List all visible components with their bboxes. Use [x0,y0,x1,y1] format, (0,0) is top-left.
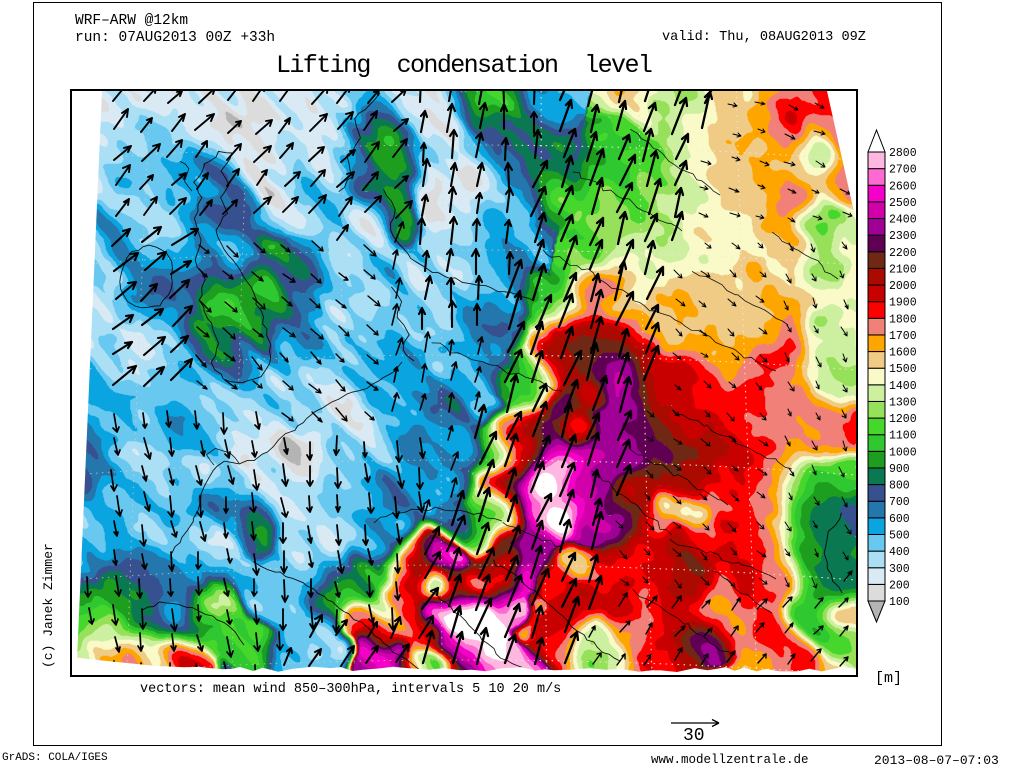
svg-text:700: 700 [889,496,910,509]
svg-text:2400: 2400 [889,214,917,227]
svg-text:100: 100 [889,596,910,609]
svg-text:2100: 2100 [889,263,917,276]
svg-text:300: 300 [889,563,910,576]
svg-text:1600: 1600 [889,347,917,360]
svg-text:2200: 2200 [889,247,917,260]
svg-text:400: 400 [889,546,910,559]
svg-text:900: 900 [889,463,910,476]
svg-text:500: 500 [889,530,910,543]
svg-text:1500: 1500 [889,363,917,376]
svg-text:1200: 1200 [889,413,917,426]
svg-text:1800: 1800 [889,313,917,326]
svg-text:2800: 2800 [889,147,917,160]
svg-text:2300: 2300 [889,230,917,243]
svg-text:800: 800 [889,480,910,493]
svg-text:2700: 2700 [889,164,917,177]
svg-text:2000: 2000 [889,280,917,293]
svg-text:1000: 1000 [889,446,917,459]
svg-text:600: 600 [889,513,910,526]
svg-text:1300: 1300 [889,396,917,409]
svg-text:200: 200 [889,579,910,592]
svg-text:1400: 1400 [889,380,917,393]
svg-text:1700: 1700 [889,330,917,343]
svg-text:2600: 2600 [889,180,917,193]
svg-text:2500: 2500 [889,197,917,210]
svg-text:1900: 1900 [889,297,917,310]
svg-text:1100: 1100 [889,430,917,443]
